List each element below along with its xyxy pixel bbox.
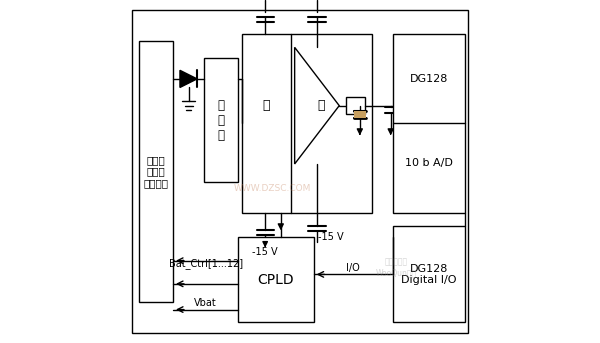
Text: DG128
Digital I/O: DG128 Digital I/O [401, 264, 457, 285]
Text: Bat_Ctrl[1...12]: Bat_Ctrl[1...12] [169, 258, 243, 269]
Text: DG128: DG128 [409, 74, 448, 84]
Bar [392, 34, 464, 213]
Bar [346, 97, 365, 114]
Text: 10 b A/D: 10 b A/D [404, 158, 452, 168]
Text: 跟
随
器: 跟 随 器 [218, 98, 224, 142]
Bar [353, 111, 366, 118]
Polygon shape [180, 70, 197, 87]
Bar [238, 237, 314, 322]
Bar [204, 58, 238, 182]
Text: CPLD: CPLD [257, 273, 295, 286]
Text: 隔: 隔 [263, 99, 270, 112]
Text: 电子发烧友
WooQun技术: 电子发烧友 WooQun技术 [376, 258, 416, 277]
Text: I/O: I/O [346, 262, 360, 273]
Text: Vbat: Vbat [194, 298, 217, 308]
Text: WWW.DZSC.COM: WWW.DZSC.COM [234, 184, 311, 193]
Bar [242, 34, 372, 213]
Bar [139, 41, 173, 302]
Text: 高压光
电隔离
开关阵列: 高压光 电隔离 开关阵列 [143, 155, 169, 188]
Text: -15 V: -15 V [253, 247, 278, 257]
Bar [392, 226, 464, 322]
Text: 离: 离 [317, 99, 325, 112]
Text: -15 V: -15 V [318, 232, 343, 242]
